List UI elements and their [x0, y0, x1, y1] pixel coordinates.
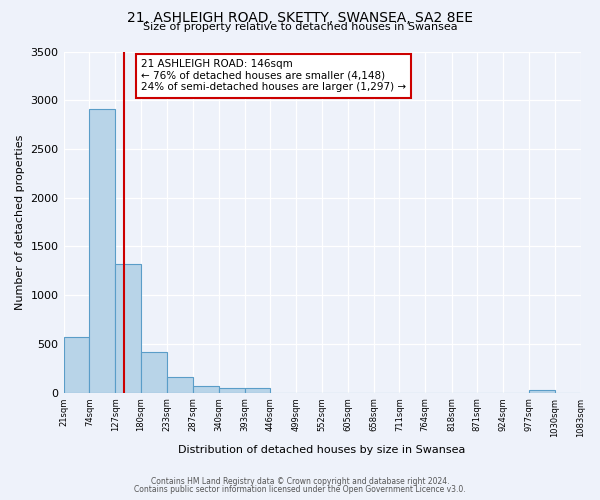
- Bar: [219, 388, 245, 392]
- Bar: [89, 109, 115, 393]
- Bar: [245, 388, 271, 392]
- Text: Contains public sector information licensed under the Open Government Licence v3: Contains public sector information licen…: [134, 485, 466, 494]
- Bar: [64, 336, 89, 392]
- X-axis label: Distribution of detached houses by size in Swansea: Distribution of detached houses by size …: [178, 445, 466, 455]
- Y-axis label: Number of detached properties: Number of detached properties: [15, 134, 25, 310]
- Text: Size of property relative to detached houses in Swansea: Size of property relative to detached ho…: [143, 22, 457, 32]
- Bar: [115, 264, 141, 392]
- Text: 21, ASHLEIGH ROAD, SKETTY, SWANSEA, SA2 8EE: 21, ASHLEIGH ROAD, SKETTY, SWANSEA, SA2 …: [127, 12, 473, 26]
- Bar: [193, 386, 219, 392]
- Bar: [141, 352, 167, 393]
- Bar: [167, 376, 193, 392]
- Text: 21 ASHLEIGH ROAD: 146sqm
← 76% of detached houses are smaller (4,148)
24% of sem: 21 ASHLEIGH ROAD: 146sqm ← 76% of detach…: [141, 60, 406, 92]
- Text: Contains HM Land Registry data © Crown copyright and database right 2024.: Contains HM Land Registry data © Crown c…: [151, 478, 449, 486]
- Bar: [529, 390, 555, 392]
